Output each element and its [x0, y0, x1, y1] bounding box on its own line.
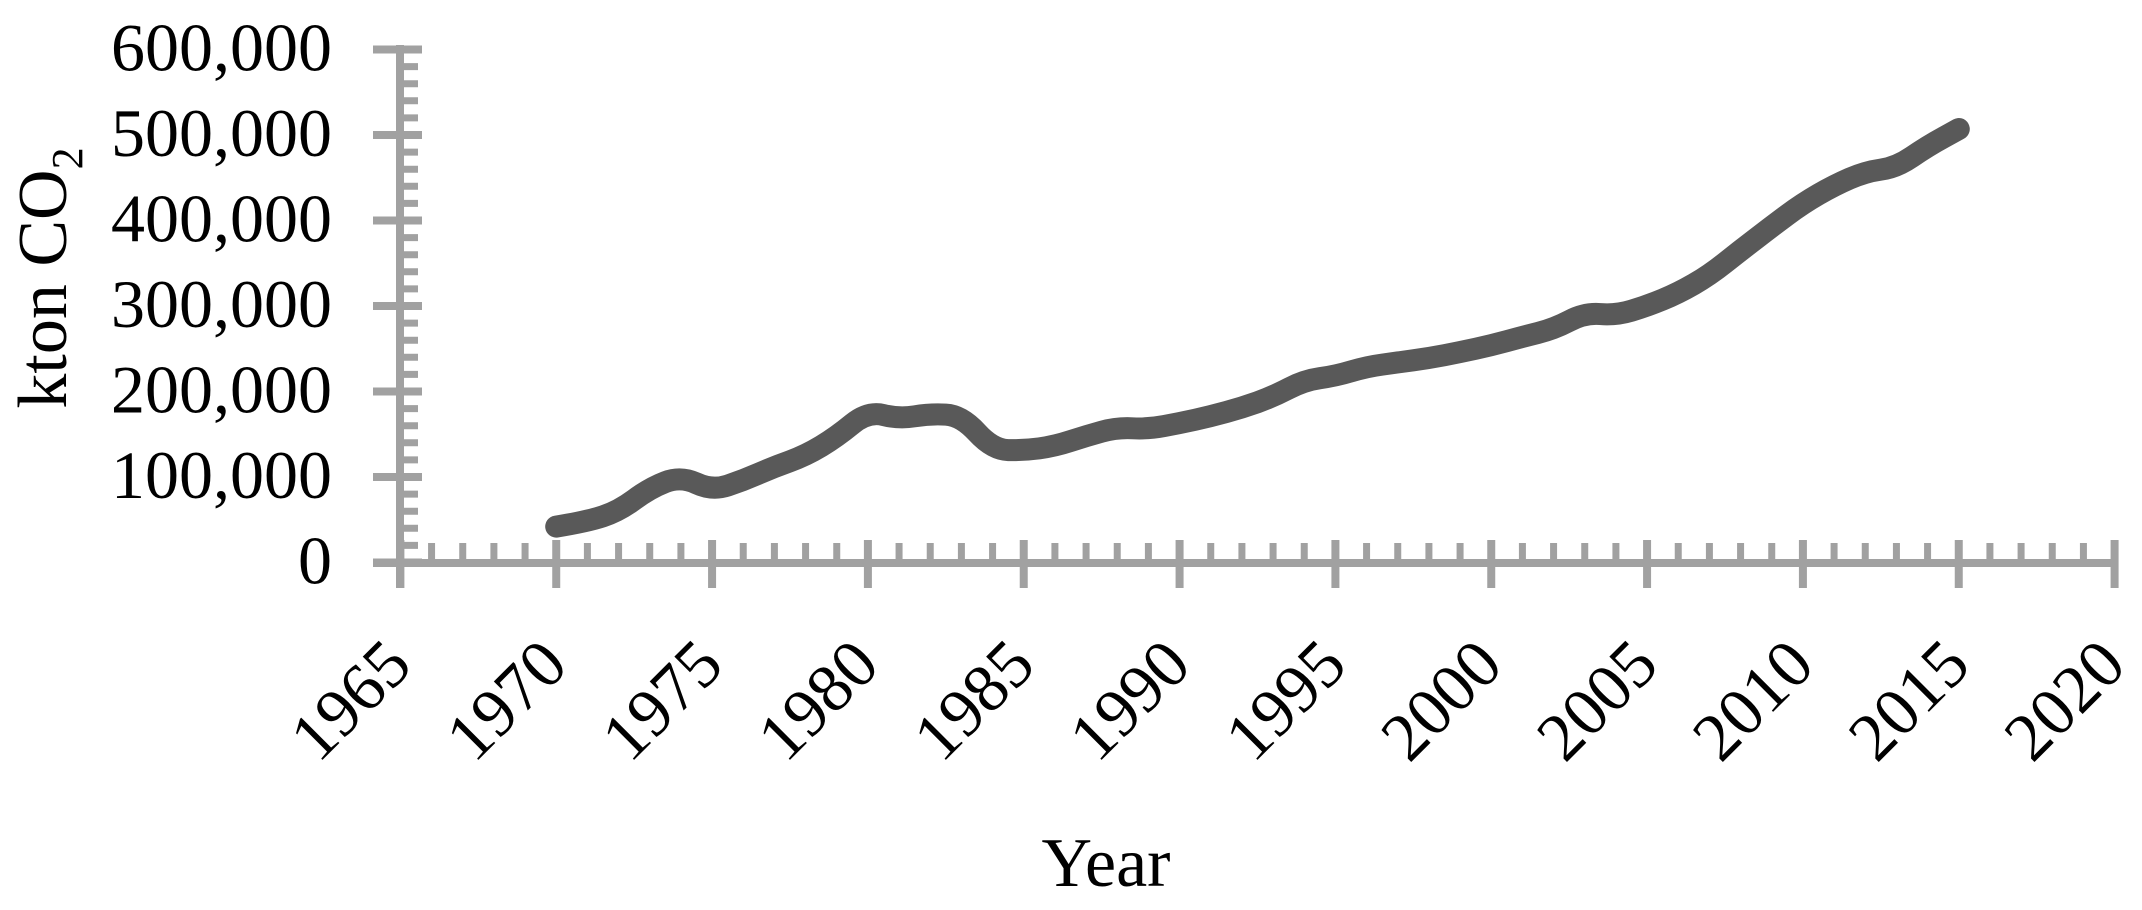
y-tick-label: 500,000 [111, 95, 332, 171]
x-tick-label: 1985 [898, 625, 1048, 775]
y-tick-label: 0 [298, 523, 332, 599]
y-tick-label: 200,000 [111, 352, 332, 428]
y-tick-label: 100,000 [111, 437, 332, 513]
x-tick-label: 1995 [1210, 625, 1360, 775]
x-tick-label: 1975 [587, 625, 737, 775]
x-tick-label: 1970 [431, 625, 581, 775]
y-tick-labels: 0 100,000 200,000 300,000 400,000 500,000 600,… [111, 10, 332, 599]
y-axis-title: kton CO2 [5, 147, 92, 408]
x-tick-label: 2005 [1522, 625, 1672, 775]
x-tick-label: 1965 [275, 625, 425, 775]
x-tick-label: 2020 [1989, 625, 2139, 775]
y-tick-label: 300,000 [111, 266, 332, 342]
co2-line-series [545, 118, 1970, 538]
x-axis-title: Year [1042, 825, 1171, 902]
x-tick-label: 2015 [1833, 625, 1983, 775]
y-tick-label: 600,000 [111, 10, 332, 86]
x-tick-label: 1980 [743, 625, 893, 775]
y-tick-label: 400,000 [111, 181, 332, 257]
x-tick-label: 2010 [1678, 625, 1828, 775]
x-tick-labels: 1965 1970 1975 1980 1985 1990 1995 2000 2005 2010… [275, 625, 2139, 775]
y-axis-title-subscript: 2 [43, 147, 92, 169]
y-axis-title-text: kton CO [5, 169, 82, 408]
x-tick-label: 1990 [1054, 625, 1204, 775]
x-tick-label: 2000 [1366, 625, 1516, 775]
